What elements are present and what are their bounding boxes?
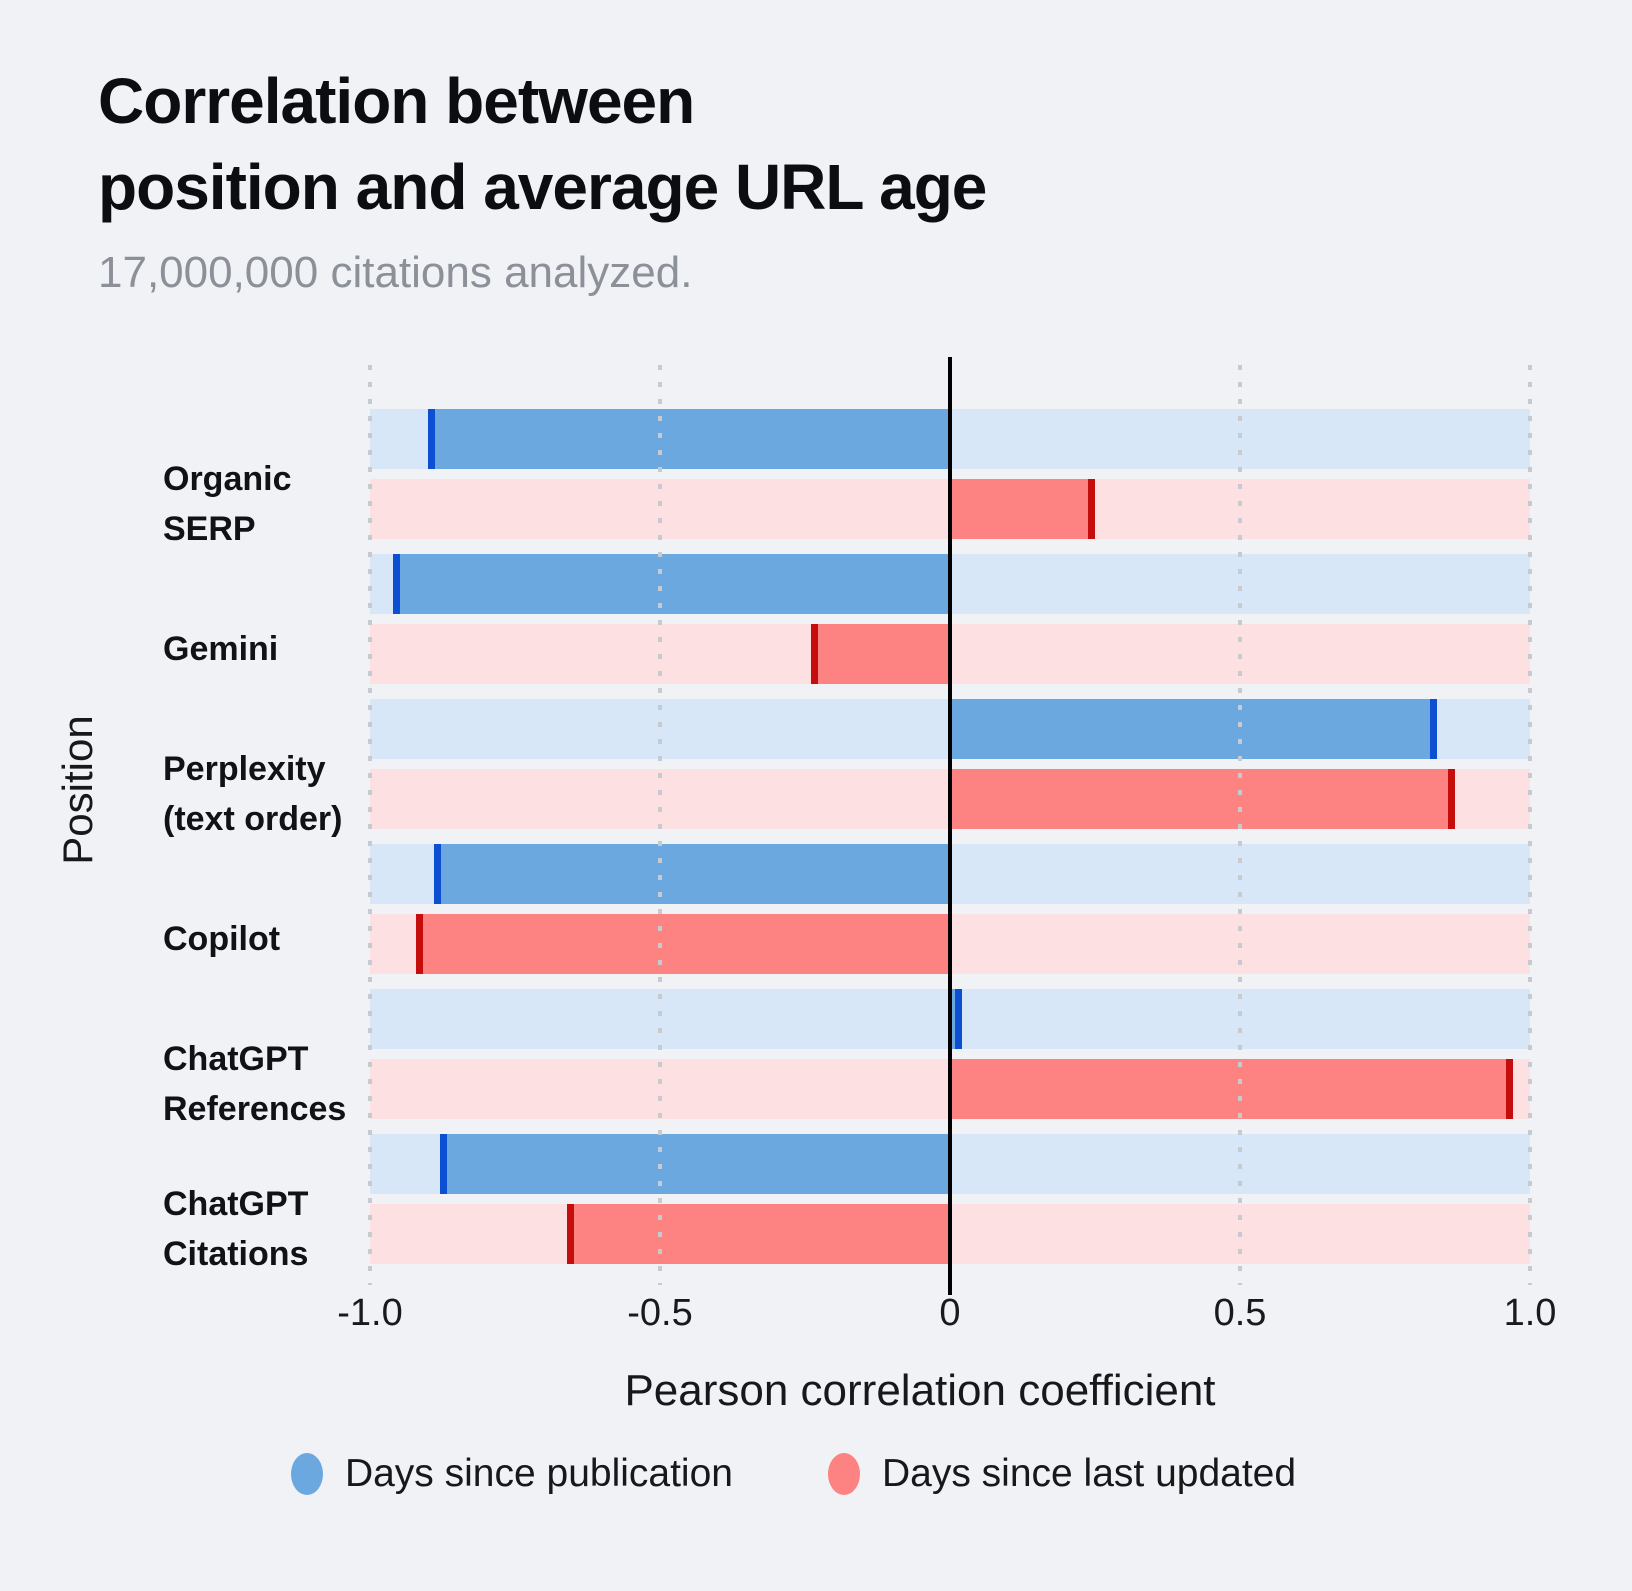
bar-end-marker-publication xyxy=(1430,699,1438,759)
chart-title-line-2: position and average URL age xyxy=(98,151,987,223)
category-label: Organic SERP xyxy=(163,460,292,548)
legend-item-updated: Days since last updated xyxy=(827,1452,1297,1496)
bar-publication xyxy=(393,554,950,614)
bar-updated xyxy=(950,1059,1513,1119)
x-tick-label: -1.0 xyxy=(337,1292,403,1334)
x-tick-label: 0 xyxy=(939,1292,961,1334)
x-tick-label: 0.5 xyxy=(1213,1292,1267,1334)
x-tick-label: -0.5 xyxy=(627,1292,693,1334)
bar-end-marker-updated xyxy=(810,624,818,684)
gridline xyxy=(368,365,372,1285)
category-label: ChatGPT References xyxy=(163,1040,347,1128)
bar-publication xyxy=(950,699,1438,759)
gridline xyxy=(1238,365,1242,1285)
bar-end-marker-updated xyxy=(567,1204,575,1264)
bar-updated xyxy=(950,769,1455,829)
bar-updated xyxy=(810,624,950,684)
bar-publication xyxy=(428,409,950,469)
category-label: Copilot xyxy=(163,920,281,958)
legend-dot-red xyxy=(827,1453,860,1495)
bar-end-marker-updated xyxy=(416,914,424,974)
plot-area xyxy=(368,357,1532,1295)
category-label: Gemini xyxy=(163,630,279,668)
chart-subtitle: 17,000,000 citations analyzed. xyxy=(98,248,693,297)
category-label: ChatGPT Citations xyxy=(163,1185,309,1273)
bar-end-marker-publication xyxy=(428,409,435,469)
legend-dot-blue xyxy=(290,1453,323,1495)
bar-end-marker-updated xyxy=(1505,1059,1513,1119)
chart-title-line-1: Correlation between xyxy=(98,65,695,137)
bar-updated xyxy=(416,914,950,974)
bar-end-marker-publication xyxy=(433,844,441,904)
chart-title: Correlation between position and average… xyxy=(98,58,987,230)
category-label: Perplexity (text order) xyxy=(163,750,343,838)
legend-label: Days since last updated xyxy=(881,1452,1297,1495)
gridline xyxy=(1528,365,1532,1285)
bar-end-marker-publication xyxy=(393,554,401,614)
y-axis-title: Position xyxy=(54,715,101,865)
x-tick-label: 1.0 xyxy=(1503,1292,1557,1334)
bar-end-marker-updated xyxy=(1447,769,1455,829)
bar-end-marker-publication xyxy=(954,989,962,1049)
legend-item-publication: Days since publication xyxy=(290,1452,733,1496)
legend: Days since publication Days since last up… xyxy=(0,1452,1632,1496)
zero-axis-line xyxy=(948,357,952,1295)
bar-end-marker-publication xyxy=(439,1134,447,1194)
legend-label: Days since publication xyxy=(344,1452,733,1495)
bar-publication xyxy=(433,844,950,904)
x-axis-ticks: -1.0 -0.5 0 0.5 1.0 xyxy=(337,1292,1556,1342)
bar-publication xyxy=(439,1134,950,1194)
bar-updated xyxy=(950,479,1095,539)
bar-end-marker-updated xyxy=(1088,479,1095,539)
bar-updated xyxy=(567,1204,950,1264)
gridline xyxy=(658,365,662,1285)
x-axis-title: Pearson correlation coefficient xyxy=(624,1366,1216,1415)
